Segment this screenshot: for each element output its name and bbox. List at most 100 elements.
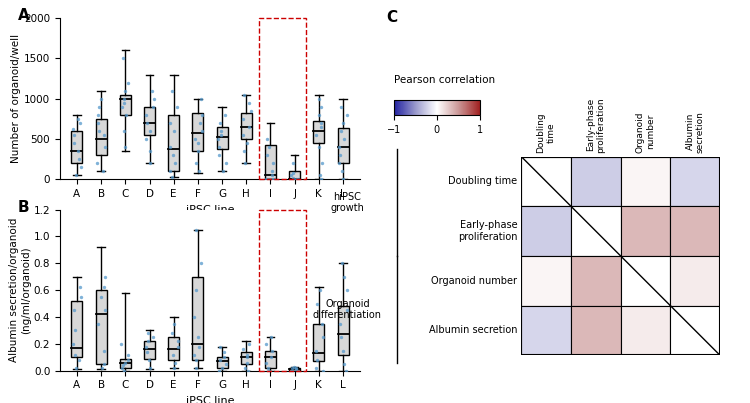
Point: [316, 320, 328, 327]
Point: [194, 120, 206, 126]
Point: [261, 152, 273, 158]
Bar: [338, 306, 349, 355]
Point: [314, 287, 326, 293]
Point: [172, 343, 184, 350]
Point: [216, 365, 228, 371]
Point: [70, 365, 82, 371]
Point: [98, 274, 110, 280]
Point: [98, 307, 110, 314]
Bar: [621, 256, 670, 305]
Point: [262, 365, 274, 371]
Point: [170, 359, 182, 366]
Text: Organoid
differentiation: Organoid differentiation: [313, 299, 382, 320]
Point: [140, 343, 152, 350]
Point: [140, 136, 152, 142]
Point: [236, 116, 248, 122]
Bar: [571, 305, 621, 355]
Text: Doubling time: Doubling time: [448, 177, 518, 186]
Point: [188, 314, 200, 320]
Point: [74, 284, 86, 291]
Point: [166, 174, 178, 180]
Bar: [571, 206, 621, 256]
Bar: [241, 113, 252, 139]
Point: [313, 96, 325, 102]
Y-axis label: Albumin secretion/organoid
(ng/ml/organoid): Albumin secretion/organoid (ng/ml/organo…: [9, 218, 31, 362]
Point: [95, 96, 107, 102]
Bar: [571, 256, 621, 305]
Bar: [120, 95, 130, 115]
Point: [193, 343, 205, 350]
Point: [142, 330, 154, 337]
Point: [189, 136, 201, 142]
Point: [145, 128, 157, 134]
Point: [168, 320, 180, 327]
Bar: [265, 145, 276, 179]
Bar: [670, 256, 720, 305]
Text: Organoid number: Organoid number: [431, 276, 518, 286]
Point: [239, 365, 251, 371]
Bar: [144, 341, 155, 359]
Point: [334, 334, 346, 341]
Point: [333, 144, 345, 150]
Point: [338, 274, 350, 280]
Point: [340, 112, 352, 118]
Point: [68, 307, 80, 314]
Point: [286, 368, 298, 374]
Point: [213, 368, 225, 374]
Point: [166, 87, 178, 94]
Point: [91, 160, 103, 166]
Point: [168, 128, 180, 134]
Point: [314, 172, 326, 179]
Point: [310, 365, 322, 371]
Point: [340, 307, 352, 314]
Point: [237, 346, 249, 353]
Point: [92, 128, 104, 134]
Point: [237, 132, 249, 138]
Bar: [521, 256, 571, 305]
Point: [266, 354, 278, 361]
Point: [217, 168, 229, 174]
Point: [310, 300, 322, 307]
Point: [244, 108, 256, 114]
X-axis label: iPSC line: iPSC line: [186, 396, 234, 403]
Point: [315, 124, 327, 130]
Bar: [71, 301, 82, 357]
Point: [118, 368, 130, 374]
Point: [122, 351, 134, 358]
Bar: [168, 115, 179, 171]
Point: [170, 160, 182, 166]
Point: [141, 349, 153, 355]
Point: [118, 359, 130, 366]
Point: [74, 120, 86, 126]
Text: Pearson correlation: Pearson correlation: [394, 75, 495, 85]
Point: [292, 176, 304, 183]
Point: [287, 174, 299, 181]
Point: [196, 112, 208, 118]
Point: [214, 144, 226, 150]
Point: [68, 132, 80, 138]
Point: [238, 91, 250, 98]
Point: [120, 112, 132, 118]
Bar: [265, 351, 276, 368]
Bar: [241, 352, 252, 364]
Point: [260, 176, 272, 183]
Point: [335, 128, 347, 134]
Point: [118, 96, 130, 102]
Point: [72, 116, 84, 122]
Bar: [71, 131, 82, 163]
Bar: [670, 156, 720, 206]
Point: [142, 338, 154, 345]
Point: [265, 334, 277, 341]
Point: [260, 359, 272, 366]
Point: [334, 320, 346, 327]
Point: [148, 96, 160, 102]
X-axis label: iPSC line: iPSC line: [186, 205, 234, 215]
Bar: [96, 119, 106, 155]
Point: [212, 152, 224, 158]
Point: [148, 104, 160, 110]
Point: [266, 347, 278, 354]
Point: [263, 144, 275, 150]
Point: [220, 361, 232, 367]
Point: [313, 144, 325, 150]
Point: [241, 140, 253, 146]
